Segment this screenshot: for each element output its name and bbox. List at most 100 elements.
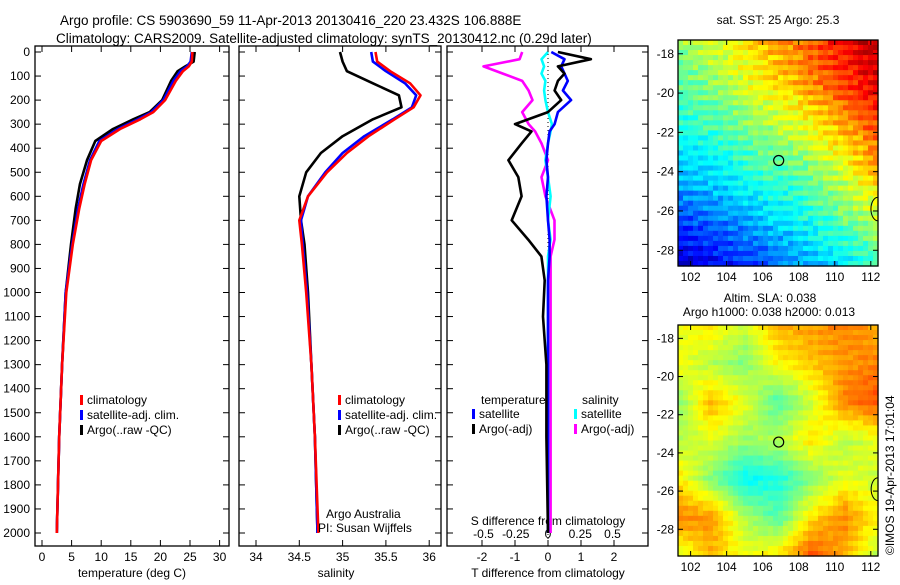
map-cell bbox=[828, 200, 834, 207]
map-cell bbox=[853, 95, 859, 101]
map-cell bbox=[848, 445, 854, 452]
map-cell bbox=[698, 165, 704, 172]
map-cell bbox=[853, 430, 859, 437]
map-cell bbox=[718, 195, 724, 202]
map-cell bbox=[803, 510, 809, 517]
map-cell bbox=[748, 430, 754, 437]
map-cell bbox=[788, 335, 794, 341]
map-cell bbox=[693, 505, 699, 512]
map-cell bbox=[813, 120, 819, 126]
map-cell bbox=[868, 455, 874, 462]
map-cell bbox=[713, 395, 719, 401]
map-cell bbox=[683, 545, 689, 552]
map-cell bbox=[723, 475, 729, 482]
map-cell bbox=[768, 235, 774, 242]
map-cell bbox=[718, 345, 724, 351]
map-cell bbox=[873, 110, 879, 116]
map-cell bbox=[698, 440, 704, 447]
map-cell bbox=[848, 420, 854, 427]
map-cell bbox=[768, 105, 774, 111]
map-cell bbox=[753, 235, 759, 242]
map-cell bbox=[758, 415, 764, 422]
map-cell bbox=[693, 130, 699, 137]
map-cell bbox=[693, 375, 699, 381]
map-cell bbox=[778, 525, 784, 532]
map-cell bbox=[798, 355, 804, 361]
map-cell bbox=[748, 85, 754, 91]
map-cell bbox=[698, 90, 704, 96]
map-cell bbox=[858, 480, 864, 487]
map-cell bbox=[778, 350, 784, 356]
temperature-x-tick-label: 30 bbox=[213, 550, 227, 564]
map-cell bbox=[823, 550, 829, 557]
map-cell bbox=[678, 360, 684, 366]
map-cell bbox=[728, 365, 734, 371]
map-cell bbox=[763, 500, 769, 507]
map-cell bbox=[773, 490, 779, 497]
map-cell bbox=[693, 460, 699, 467]
map-cell bbox=[823, 135, 829, 142]
map-cell bbox=[703, 220, 709, 227]
map-cell bbox=[688, 160, 694, 167]
map-cell bbox=[728, 435, 734, 442]
map-cell bbox=[718, 140, 724, 147]
map-cell bbox=[843, 110, 849, 116]
map-cell bbox=[813, 400, 819, 406]
map-cell bbox=[738, 375, 744, 381]
map-cell bbox=[848, 355, 854, 361]
lat-tick-label: -20 bbox=[657, 86, 675, 100]
map-cell bbox=[823, 430, 829, 437]
map-cell bbox=[783, 545, 789, 552]
map-cell bbox=[748, 160, 754, 167]
map-cell bbox=[753, 420, 759, 427]
map-cell bbox=[798, 95, 804, 101]
map-cell bbox=[733, 540, 739, 547]
map-cell bbox=[768, 125, 774, 131]
salinity-panel: 34 34.5 35 35.5 36salinityclimatologysatelli… bbox=[238, 45, 442, 580]
map-cell bbox=[753, 430, 759, 437]
map-cell bbox=[813, 250, 819, 257]
map-cell bbox=[718, 510, 724, 517]
map-cell bbox=[793, 405, 799, 411]
map-cell bbox=[853, 90, 859, 96]
map-cell bbox=[708, 65, 714, 71]
map-cell bbox=[768, 180, 774, 187]
map-cell bbox=[763, 115, 769, 121]
map-cell bbox=[798, 395, 804, 401]
map-cell bbox=[733, 550, 739, 557]
map-cell bbox=[798, 180, 804, 187]
map-cell bbox=[693, 475, 699, 482]
map-cell bbox=[683, 55, 689, 61]
map-cell bbox=[838, 190, 844, 197]
map-cell bbox=[843, 185, 849, 192]
map-cell bbox=[768, 500, 774, 507]
map-cell bbox=[733, 130, 739, 137]
map-cell bbox=[778, 510, 784, 517]
map-cell bbox=[788, 200, 794, 207]
map-cell bbox=[778, 190, 784, 197]
map-cell bbox=[863, 465, 869, 472]
map-cell bbox=[743, 240, 749, 247]
map-cell bbox=[748, 215, 754, 222]
map-cell bbox=[873, 425, 879, 432]
map-cell bbox=[738, 475, 744, 482]
salinity-line-climatology bbox=[297, 51, 422, 534]
map-cell bbox=[718, 80, 724, 86]
map-cell bbox=[813, 185, 819, 192]
map-cell bbox=[728, 80, 734, 86]
map-cell bbox=[763, 410, 769, 416]
map-cell bbox=[688, 455, 694, 462]
map-cell bbox=[803, 420, 809, 427]
map-cell bbox=[718, 420, 724, 427]
map-cell bbox=[683, 245, 689, 252]
map-cell bbox=[848, 250, 854, 257]
map-cell bbox=[803, 490, 809, 497]
map-cell bbox=[808, 410, 814, 416]
map-cell bbox=[843, 260, 849, 267]
map-cell bbox=[868, 535, 874, 542]
map-cell bbox=[728, 195, 734, 202]
map-cell bbox=[748, 140, 754, 147]
map-cell bbox=[778, 55, 784, 61]
map-cell bbox=[813, 490, 819, 497]
map-cell bbox=[838, 430, 844, 437]
